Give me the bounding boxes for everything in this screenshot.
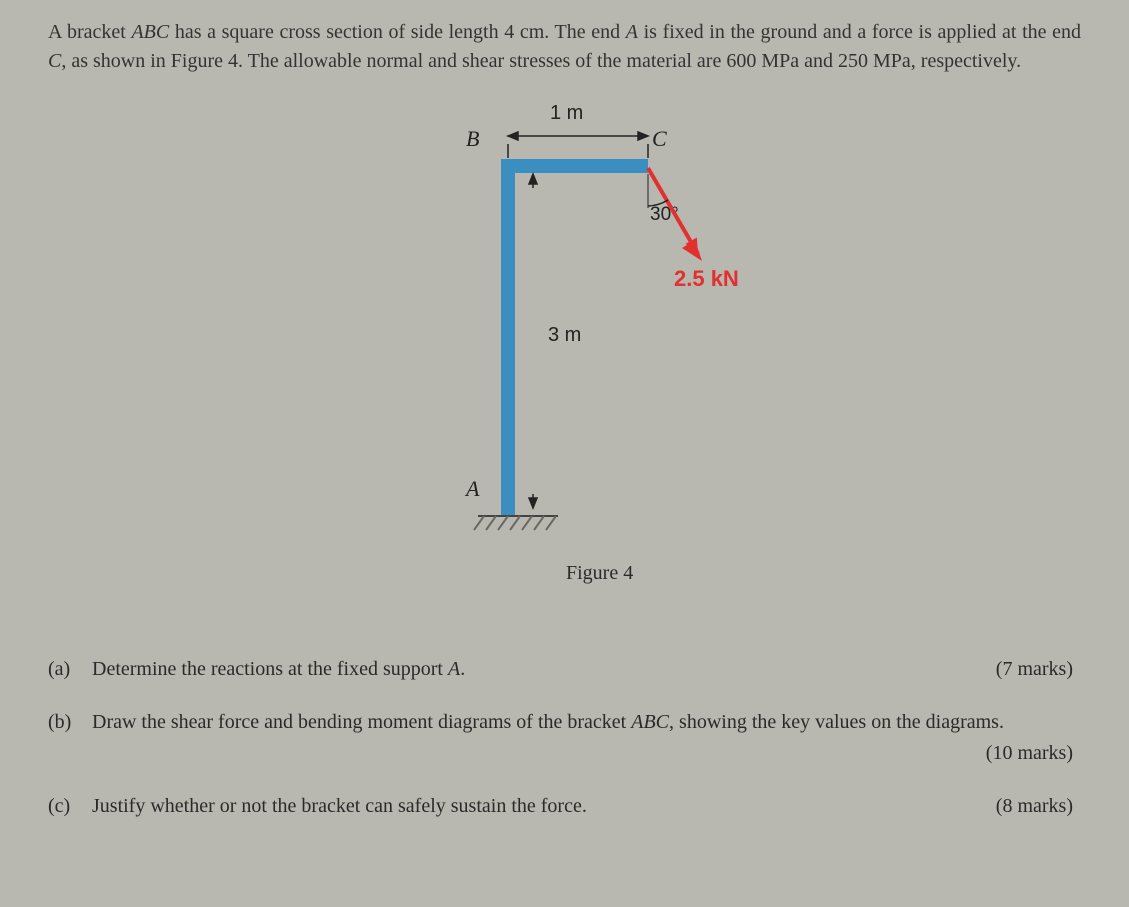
var-a: A [448,658,460,680]
q-tag: (a) [48,654,92,685]
question-a: (a) Determine the reactions at the fixed… [48,654,1081,685]
marks-label: (8 marks) [984,791,1073,822]
txt: A bracket [48,21,131,43]
bracket-diagram-svg [438,96,798,556]
var-c: C [48,50,61,72]
q-text2: , showing the key values on the diagrams… [669,711,1004,733]
q-tail: . [460,658,465,680]
txt: , as shown in Figure 4. The allowable no… [61,50,1021,72]
q-text: Determine the reactions at the fixed sup… [92,658,448,680]
fixed-support-icon [474,516,558,530]
figure-4: B C A 1 m 3 m 30° 2.5 kN [48,86,1081,606]
txt: has a square cross section of side lengt… [169,21,626,43]
q-tag: (b) [48,707,92,769]
q-tag: (c) [48,791,92,822]
q-text: Justify whether or not the bracket can s… [92,791,587,822]
var-abc: ABC [631,711,669,733]
force-arrow-icon [648,168,702,261]
dim-line-bc [508,132,648,158]
var-a: A [626,21,638,43]
dim-line-ab [529,174,537,508]
marks-label: (10 marks) [974,738,1073,769]
figure-caption: Figure 4 [566,562,633,585]
q-text: Draw the shear force and bending moment … [92,711,631,733]
txt: is fixed in the ground and a force is ap… [638,21,1081,43]
problem-statement: A bracket ABC has a square cross section… [48,18,1081,76]
marks-label: (7 marks) [984,654,1073,685]
question-b: (b) Draw the shear force and bending mom… [48,707,1081,769]
var-abc: ABC [131,21,169,43]
question-c: (c) Justify whether or not the bracket c… [48,791,1081,822]
angle-arc [648,174,668,208]
question-list: (a) Determine the reactions at the fixed… [48,654,1081,822]
